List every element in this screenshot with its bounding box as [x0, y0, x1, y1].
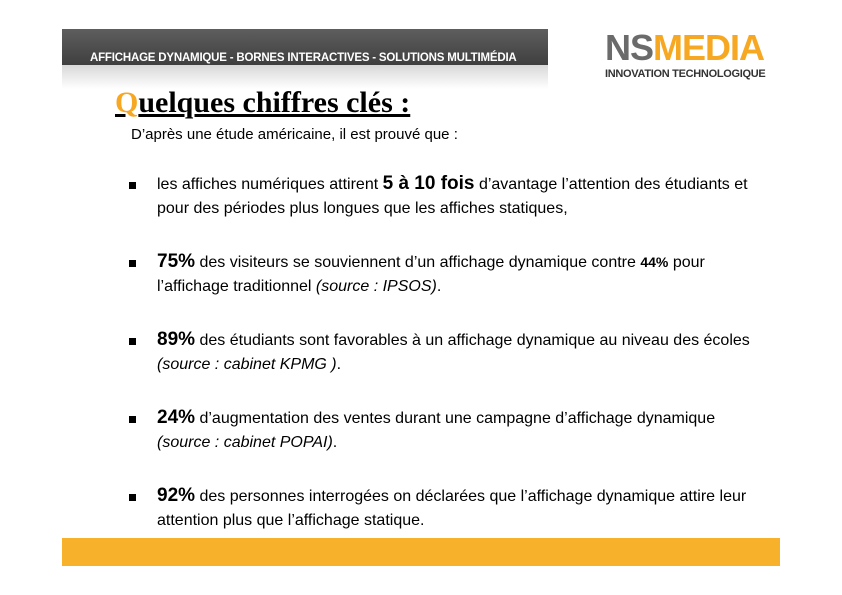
bullet-square-icon	[129, 260, 136, 267]
bullet-highlight: 75%	[157, 251, 196, 272]
company-logo: NSMEDIA INNOVATION TECHNOLOGIQUE	[605, 30, 766, 81]
title-initial: Q	[115, 86, 139, 119]
list-item: 75% des visiteurs se souviennent d’un af…	[129, 250, 769, 299]
bullet-text: d’augmentation des ventes durant une cam…	[195, 410, 716, 427]
logo-tagline: INNOVATION TECHNOLOGIQUE	[605, 68, 766, 80]
bullet-highlight: 92%	[157, 485, 196, 506]
logo-wordmark: NSMEDIA	[605, 30, 765, 66]
bullet-text: des étudiants sont favorables à un affic…	[195, 332, 750, 349]
bullet-highlight: 89%	[157, 329, 196, 350]
list-item: les affiches numériques attirent 5 à 10 …	[129, 172, 769, 221]
list-item: 92% des personnes interrogées on déclaré…	[129, 484, 769, 533]
bullet-square-icon	[129, 416, 136, 423]
header-banner-text: AFFICHAGE DYNAMIQUE - BORNES INTERACTIVE…	[90, 52, 517, 64]
footer-band	[62, 538, 780, 566]
bullet-highlight: 5 à 10 fois	[382, 173, 475, 194]
bullet-square-icon	[129, 182, 136, 189]
bullet-square-icon	[129, 338, 136, 345]
intro-text: D’après une étude américaine, il est pro…	[131, 126, 458, 143]
key-figures-list: les affiches numériques attirent 5 à 10 …	[129, 172, 769, 533]
bullet-text: des visiteurs se souviennent d’un affich…	[195, 254, 641, 271]
bullet-source: (source : IPSOS)	[315, 278, 437, 295]
logo-ns: NS	[605, 27, 654, 68]
bullet-highlight: 24%	[157, 407, 196, 428]
logo-media: MEDIA	[653, 27, 765, 68]
bullet-highlight-secondary: 44%	[640, 254, 669, 270]
bullet-text: les affiches numériques attirent	[157, 176, 383, 193]
bullet-text: pour l’affichage traditionnel	[157, 254, 705, 295]
bullet-text: d’avantage l’attention des étudiants et …	[157, 176, 748, 217]
bullet-source: (source : cabinet KPMG )	[157, 356, 337, 373]
title-rest: uelques chiffres clés :	[138, 86, 411, 119]
page-title: Quelques chiffres clés :	[115, 86, 410, 120]
header-banner-shadow	[62, 65, 548, 89]
bullet-source: (source : cabinet POPAI)	[157, 434, 333, 451]
bullet-end: .	[436, 278, 442, 295]
bullet-end: .	[336, 356, 342, 373]
bullet-text: des personnes interrogées on déclarées q…	[157, 488, 747, 529]
header-banner	[62, 29, 548, 65]
list-item: 24% d’augmentation des ventes durant une…	[129, 406, 769, 455]
bullet-square-icon	[129, 494, 136, 501]
list-item: 89% des étudiants sont favorables à un a…	[129, 328, 769, 377]
bullet-end: .	[332, 434, 338, 451]
